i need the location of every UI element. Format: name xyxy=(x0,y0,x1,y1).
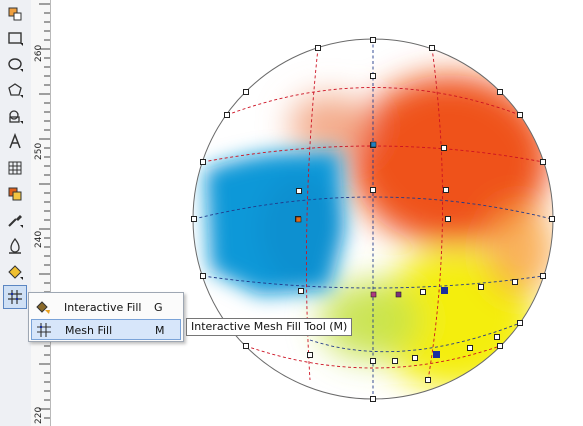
rectangle-tool-icon xyxy=(8,32,23,46)
mesh-node[interactable] xyxy=(517,112,523,118)
smart-fill-tool-icon xyxy=(8,7,22,21)
mesh-node[interactable] xyxy=(298,288,304,294)
mesh-node[interactable] xyxy=(412,355,418,361)
eyedropper-tool-icon xyxy=(8,215,23,228)
mesh-tools-flyout: Interactive Fill G Mesh Fill M xyxy=(28,292,184,342)
mesh-node[interactable] xyxy=(243,89,249,95)
eyedropper-tool[interactable] xyxy=(3,208,27,232)
text-tool-icon xyxy=(9,133,21,149)
fill-tool-icon xyxy=(8,265,23,280)
menu-item-label: Mesh Fill xyxy=(65,324,113,337)
mesh-node[interactable] xyxy=(425,377,431,383)
mesh-node[interactable] xyxy=(540,273,546,279)
rectangle-tool[interactable] xyxy=(3,26,27,50)
mesh-node[interactable] xyxy=(224,112,230,118)
ellipse-tool-icon xyxy=(8,58,23,72)
mesh-node[interactable] xyxy=(370,358,376,364)
mesh-node[interactable] xyxy=(191,216,197,222)
drawing-canvas[interactable] xyxy=(51,0,583,426)
mesh-fill-icon xyxy=(37,323,51,337)
mesh-node[interactable] xyxy=(467,345,473,351)
mesh-node[interactable] xyxy=(307,352,313,358)
mesh-node[interactable] xyxy=(478,284,484,290)
mesh-node[interactable] xyxy=(200,273,206,279)
table-tool-icon xyxy=(8,161,22,175)
interactive-tools-icon xyxy=(8,187,22,201)
outline-tool-icon xyxy=(9,237,21,254)
polygon-tool-icon xyxy=(8,83,23,98)
mesh-node[interactable] xyxy=(243,343,249,349)
polygon-tool[interactable] xyxy=(3,78,27,102)
mesh-fill-tool-icon xyxy=(8,290,22,304)
mesh-node[interactable] xyxy=(370,396,376,402)
text-tool[interactable] xyxy=(3,130,27,154)
ruler-ticks xyxy=(39,3,50,419)
mesh-node[interactable] xyxy=(517,320,523,326)
basic-shapes-tool[interactable] xyxy=(3,104,27,128)
mesh-node[interactable] xyxy=(370,187,376,193)
fill-tool[interactable] xyxy=(3,260,27,284)
mesh-fill-tool[interactable] xyxy=(3,285,27,309)
interactive-fill-icon xyxy=(36,301,50,314)
menu-item-mesh-fill[interactable]: Mesh Fill M xyxy=(31,319,181,340)
ellipse-tool[interactable] xyxy=(3,52,27,76)
mesh-node[interactable] xyxy=(200,159,206,165)
smart-fill-tool[interactable] xyxy=(3,2,27,26)
mesh-node[interactable] xyxy=(441,145,447,151)
mesh-node[interactable] xyxy=(497,89,503,95)
ruler-label-220: 220 xyxy=(34,406,44,424)
ruler-label-240: 240 xyxy=(34,230,44,248)
mesh-node[interactable] xyxy=(549,216,555,222)
mesh-node[interactable] xyxy=(540,159,546,165)
ruler-label-250: 250 xyxy=(34,142,44,160)
menu-item-label: Interactive Fill xyxy=(64,301,142,314)
mesh-node[interactable] xyxy=(296,188,302,194)
menu-item-interactive-fill[interactable]: Interactive Fill G xyxy=(31,297,181,318)
mesh-node[interactable] xyxy=(429,45,435,51)
menu-item-shortcut: G xyxy=(154,301,163,314)
tooltip: Interactive Mesh Fill Tool (M) xyxy=(186,318,353,336)
mesh-node[interactable] xyxy=(420,289,426,295)
ruler-label-260: 260 xyxy=(34,44,44,62)
basic-shapes-tool-icon xyxy=(9,110,23,124)
mesh-node[interactable] xyxy=(392,358,398,364)
mesh-node[interactable] xyxy=(443,187,449,193)
mesh-node[interactable] xyxy=(315,45,321,51)
mesh-node[interactable] xyxy=(512,279,518,285)
mesh-node[interactable] xyxy=(445,216,451,222)
outline-tool[interactable] xyxy=(3,234,27,258)
table-tool[interactable] xyxy=(3,156,27,180)
menu-item-shortcut: M xyxy=(155,324,165,337)
toolbox xyxy=(0,0,32,426)
mesh-node[interactable] xyxy=(494,334,500,340)
interactive-tools[interactable] xyxy=(3,182,27,206)
mesh-node[interactable] xyxy=(370,73,376,79)
vertical-ruler: 260 250 240 220 xyxy=(31,0,51,426)
mesh-node[interactable] xyxy=(370,37,376,43)
mesh-sphere[interactable] xyxy=(51,0,583,426)
mesh-node[interactable] xyxy=(497,343,503,349)
